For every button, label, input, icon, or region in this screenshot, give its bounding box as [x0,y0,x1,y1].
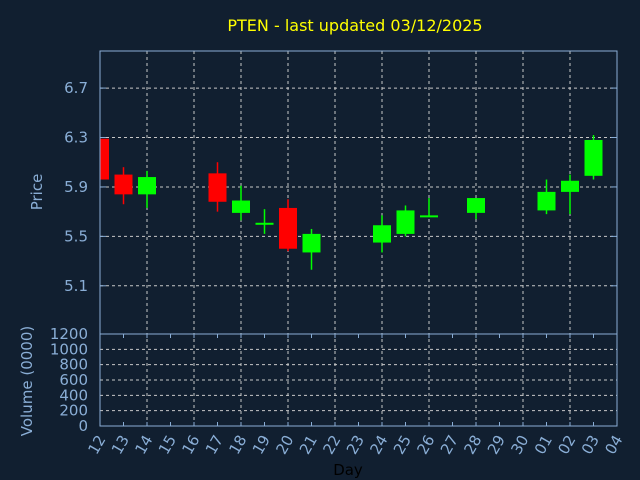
volume-tick-label: 0 [78,417,88,435]
candle-body-01 [537,191,556,211]
price-tick-label: 6.7 [64,79,88,97]
x-tick-label: 17 [202,432,227,458]
x-tick-label: 25 [390,432,415,458]
x-tick-label: 30 [507,432,532,458]
candle-body-24 [373,225,391,243]
x-tick-label: 14 [131,432,156,458]
volume-tick-label: 1000 [50,340,88,358]
candle-body-25 [396,210,415,234]
volume-axis-label: Volume (0000) [18,326,36,436]
chart-title: PTEN - last updated 03/12/2025 [227,16,482,35]
candle-body-03 [584,139,603,176]
candle-body-12 [100,138,109,180]
candle-body-21 [302,233,321,253]
x-tick-label: 26 [413,432,438,458]
x-tick-label: 23 [343,432,368,458]
x-axis-label: Day [333,461,363,479]
price-tick-label: 5.5 [64,227,88,245]
volume-tick-label: 400 [59,386,88,404]
volume-tick-label: 200 [59,402,88,420]
x-tick-label: 19 [249,432,274,458]
x-tick-label: 02 [554,432,579,458]
x-tick-label: 15 [155,432,180,458]
candle-body-19 [255,222,274,225]
x-tick-label: 28 [460,432,485,458]
candle-body-17 [208,173,227,202]
x-tick-label: 29 [484,432,509,458]
x-tick-label: 03 [578,432,603,458]
x-tick-label: 24 [366,432,391,458]
x-tick-label: 04 [601,432,626,458]
price-tick-label: 5.1 [64,277,88,295]
candle-body-18 [232,200,250,213]
x-tick-label: 01 [531,432,556,458]
x-tick-label: 27 [437,432,462,458]
volume-tick-label: 800 [59,356,88,374]
candle-body-14 [138,177,156,195]
x-tick-label: 22 [319,432,344,458]
price-tick-label: 6.3 [64,129,88,147]
volume-tick-label: 600 [59,371,88,389]
x-tick-label: 18 [225,432,250,458]
candle-body-02 [561,180,579,192]
candle-body-26 [420,215,438,218]
x-tick-label: 20 [272,432,297,458]
x-tick-label: 16 [178,432,203,458]
candle-body-20 [279,207,297,249]
x-tick-label: 21 [296,432,321,458]
volume-tick-label: 1200 [50,325,88,343]
x-tick-label: 12 [84,432,109,458]
price-tick-label: 5.9 [64,178,88,196]
price-axis-label: Price [28,174,46,211]
candle-body-13 [114,174,133,195]
candle-body-28 [467,198,485,213]
x-tick-label: 13 [108,432,133,458]
